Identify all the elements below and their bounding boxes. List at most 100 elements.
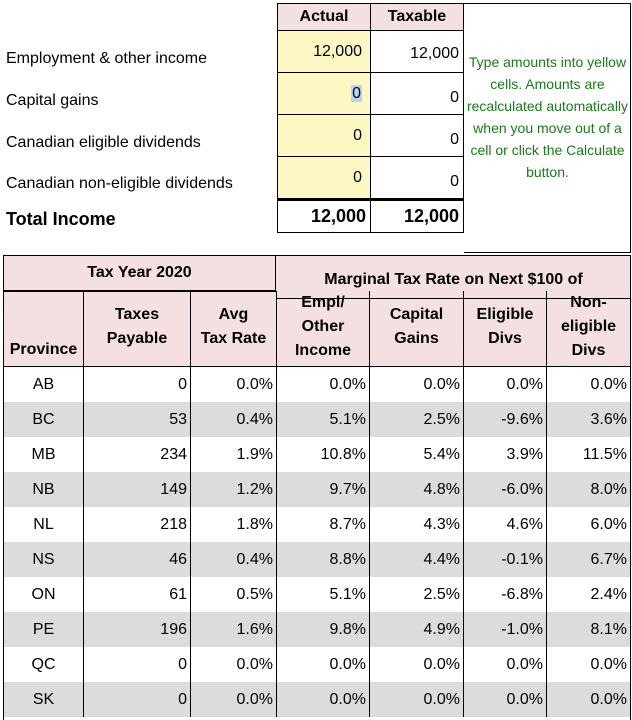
table-row: NS 46 0.4% 8.8% 4.4% -0.1% 6.7% bbox=[4, 542, 630, 577]
cell-avg-tax-rate: 1.9% bbox=[191, 437, 277, 472]
eligible-dividends-taxable: 0 bbox=[371, 115, 463, 157]
cell-province: QC bbox=[4, 647, 84, 682]
col-taxes-payable: Taxes Payable bbox=[84, 291, 191, 367]
cell-avg-tax-rate: 0.0% bbox=[191, 367, 277, 402]
col-eligible-divs-l1: Eligible bbox=[476, 305, 534, 323]
cell-taxes-payable: 196 bbox=[84, 612, 191, 647]
cell-capital-gains-rate: 4.3% bbox=[370, 507, 464, 542]
cell-taxes-payable: 218 bbox=[84, 507, 191, 542]
cell-province: PE bbox=[4, 612, 84, 647]
cell-capital-gains-rate: 4.8% bbox=[370, 472, 464, 507]
table-row: NL 218 1.8% 8.7% 4.3% 4.6% 6.0% bbox=[4, 507, 630, 542]
cell-eligible-divs-rate: -9.6% bbox=[464, 402, 547, 437]
cell-taxes-payable: 53 bbox=[84, 402, 191, 437]
label-employment-income: Employment & other income bbox=[6, 50, 207, 67]
cell-province: NB bbox=[4, 472, 84, 507]
cell-taxes-payable: 0 bbox=[84, 647, 191, 682]
cell-non-eligible-divs-rate: 8.0% bbox=[590, 480, 627, 498]
marginal-rate-header: Marginal Tax Rate on Next $100 of bbox=[277, 256, 630, 299]
col-non-eligible-divs-l2: eligible bbox=[560, 317, 617, 335]
cell-non-eligible-divs-rate: 3.6% bbox=[590, 410, 627, 428]
cell-province: NS bbox=[4, 542, 84, 577]
col-avg-tax-rate-l2: Tax Rate bbox=[200, 329, 267, 347]
capital-gains-taxable: 0 bbox=[371, 73, 463, 115]
employment-income-taxable: 12,000 bbox=[371, 31, 463, 73]
cell-eligible-divs-rate: 0.0% bbox=[464, 367, 547, 402]
col-eligible-divs: Eligible Divs bbox=[464, 291, 547, 367]
col-empl-income-l2: Other bbox=[301, 317, 345, 335]
table-row: MB 234 1.9% 10.8% 5.4% 3.9% 11.5% bbox=[4, 437, 630, 472]
cell-non-eligible-divs-rate: 6.7% bbox=[590, 550, 627, 568]
cell-empl-rate: 0.0% bbox=[277, 682, 370, 717]
col-empl-income-l1: Empl/ bbox=[301, 293, 345, 311]
col-non-eligible-divs-l1: Non- bbox=[570, 293, 607, 311]
cell-non-eligible-divs-rate: 0.0% bbox=[590, 690, 627, 708]
cell-non-eligible-divs-rate: 2.4% bbox=[590, 585, 627, 603]
non-eligible-dividends-actual-input[interactable]: 0 bbox=[278, 157, 371, 199]
col-taxes-payable-l2: Payable bbox=[106, 329, 168, 347]
non-eligible-dividends-taxable: 0 bbox=[371, 157, 463, 199]
instructions-box bbox=[464, 3, 631, 253]
label-total-income: Total Income bbox=[6, 209, 116, 229]
col-capital-gains-l2: Gains bbox=[394, 329, 439, 347]
cell-capital-gains-rate: 0.0% bbox=[370, 647, 464, 682]
results-header-bg bbox=[4, 256, 630, 366]
col-avg-tax-rate-l1: Avg bbox=[218, 305, 249, 323]
cell-empl-rate: 5.1% bbox=[277, 577, 370, 612]
employment-income-actual-value: 12,000 bbox=[313, 43, 362, 60]
cell-avg-tax-rate: 1.2% bbox=[191, 472, 277, 507]
input-box-bottom bbox=[277, 232, 464, 233]
eligible-dividends-actual-input[interactable]: 0 bbox=[278, 115, 371, 157]
label-non-eligible-dividends: Canadian non-eligible dividends bbox=[6, 175, 233, 192]
cell-avg-tax-rate: 0.4% bbox=[191, 402, 277, 437]
cell-avg-tax-rate: 0.5% bbox=[191, 577, 277, 612]
col-province-label: Province bbox=[9, 341, 78, 358]
cell-non-eligible-divs-rate: 6.0% bbox=[590, 515, 627, 533]
cell-eligible-divs-rate: 0.0% bbox=[464, 647, 547, 682]
table-row: SK 0 0.0% 0.0% 0.0% 0.0% 0.0% bbox=[4, 682, 630, 717]
cell-province: ON bbox=[4, 577, 84, 612]
cell-province: AB bbox=[4, 367, 84, 402]
cell-empl-rate: 9.7% bbox=[277, 472, 370, 507]
cell-non-eligible-divs-rate: 11.5% bbox=[582, 445, 627, 463]
col-eligible-divs-l2: Divs bbox=[488, 329, 522, 347]
cell-empl-rate: 8.8% bbox=[277, 542, 370, 577]
cell-avg-tax-rate: 0.4% bbox=[191, 542, 277, 577]
total-income-actual: 12,000 bbox=[278, 199, 371, 232]
col-header-taxable: Taxable bbox=[371, 4, 463, 31]
cell-eligible-divs-rate: 0.0% bbox=[464, 682, 547, 717]
label-eligible-dividends: Canadian eligible dividends bbox=[6, 134, 201, 151]
table-row: NB 149 1.2% 9.7% 4.8% -6.0% 8.0% bbox=[4, 472, 630, 507]
cell-eligible-divs-rate: -1.0% bbox=[464, 612, 547, 647]
cell-non-eligible-divs-rate: 8.1% bbox=[590, 620, 627, 638]
cell-non-eligible-divs-rate: 0.0% bbox=[590, 655, 627, 673]
cell-eligible-divs-rate: -0.1% bbox=[464, 542, 547, 577]
table-row: QC 0 0.0% 0.0% 0.0% 0.0% 0.0% bbox=[4, 647, 630, 682]
cell-avg-tax-rate: 0.0% bbox=[191, 682, 277, 717]
non-eligible-dividends-actual-value: 0 bbox=[353, 169, 362, 186]
employment-income-actual-input[interactable]: 12,000 bbox=[278, 31, 371, 73]
cell-capital-gains-rate: 4.9% bbox=[370, 612, 464, 647]
instructions-note: Type amounts into yellow cells. Amounts … bbox=[466, 54, 629, 180]
col-capital-gains-l1: Capital bbox=[389, 305, 444, 323]
cell-eligible-divs-rate: 3.9% bbox=[464, 437, 547, 472]
label-capital-gains: Capital gains bbox=[6, 92, 99, 109]
cell-empl-rate: 8.7% bbox=[277, 507, 370, 542]
cell-eligible-divs-rate: -6.0% bbox=[464, 472, 547, 507]
cell-empl-rate: 0.0% bbox=[277, 647, 370, 682]
cell-province: BC bbox=[4, 402, 84, 437]
col-province: Province bbox=[4, 291, 84, 367]
capital-gains-actual-input[interactable]: 0 bbox=[278, 73, 371, 115]
cell-eligible-divs-rate: -6.8% bbox=[464, 577, 547, 612]
table-row: BC 53 0.4% 5.1% 2.5% -9.6% 3.6% bbox=[4, 402, 630, 437]
cell-capital-gains-rate: 2.5% bbox=[370, 402, 464, 437]
total-income-taxable: 12,000 bbox=[371, 199, 463, 232]
cell-capital-gains-rate: 2.5% bbox=[370, 577, 464, 612]
tax-year-header: Tax Year 2020 bbox=[4, 256, 276, 291]
col-empl-income: Empl/Other Income bbox=[277, 291, 370, 367]
cell-province: SK bbox=[4, 682, 84, 717]
cell-empl-rate: 0.0% bbox=[277, 367, 370, 402]
cell-taxes-payable: 61 bbox=[84, 577, 191, 612]
input-box bbox=[277, 3, 464, 233]
tax-year-divider bbox=[4, 291, 277, 292]
